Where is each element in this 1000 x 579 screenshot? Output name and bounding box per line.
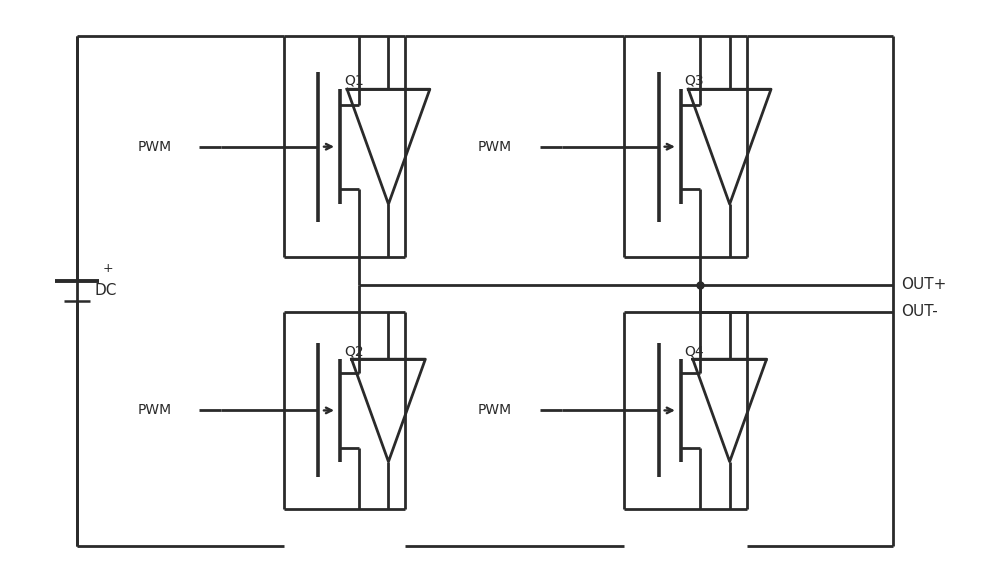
Text: Q4: Q4: [685, 345, 704, 358]
Text: Q1: Q1: [344, 74, 364, 87]
Text: OUT+: OUT+: [901, 277, 946, 292]
Text: PWM: PWM: [138, 404, 172, 417]
Text: Q3: Q3: [685, 74, 704, 87]
Text: PWM: PWM: [478, 404, 512, 417]
Text: OUT-: OUT-: [901, 305, 938, 320]
Text: Q2: Q2: [344, 345, 363, 358]
Text: DC: DC: [95, 284, 117, 299]
Text: +: +: [103, 262, 114, 275]
Text: PWM: PWM: [478, 140, 512, 153]
Text: PWM: PWM: [138, 140, 172, 153]
